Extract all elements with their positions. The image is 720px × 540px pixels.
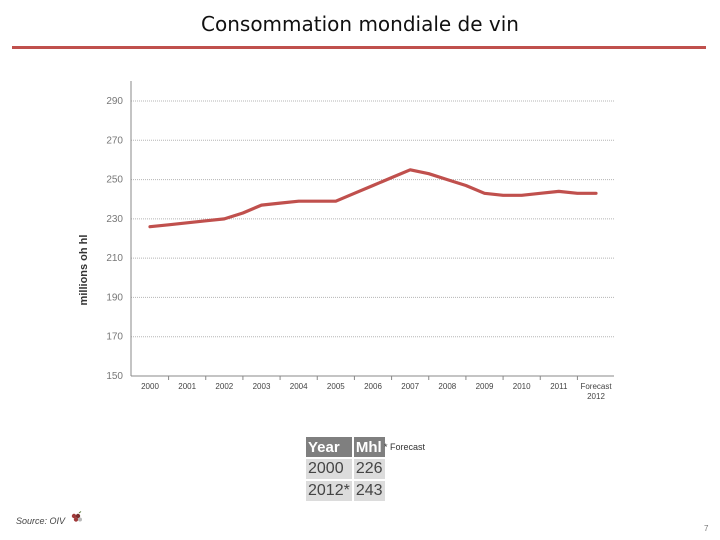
x-tick-label: 2005	[327, 382, 345, 391]
x-tick-label: Forecast 2012	[580, 382, 612, 401]
table-cell-mhl: 243	[353, 481, 385, 501]
summary-table: Year Mhl 2000 226 2012* 243	[304, 435, 387, 503]
table-header-mhl: Mhl	[353, 437, 385, 457]
chart-grid	[131, 100, 614, 377]
x-tick-label: 2011	[550, 382, 568, 391]
y-tick-label: 190	[106, 292, 123, 303]
source-note: Source: OIV	[16, 516, 66, 526]
table-cell-year: 2012*	[306, 481, 352, 501]
chart-series	[148, 168, 598, 229]
consumption-series-line	[148, 168, 598, 229]
y-tick-labels: 290 270 250 230 210 190 170 150	[106, 96, 123, 382]
x-tick-label: 2002	[215, 382, 233, 391]
y-axis-label: millions oh hl	[78, 235, 90, 306]
table-row: 2000 226	[306, 459, 385, 479]
forecast-footnote: * Forecast	[384, 442, 426, 452]
x-tick-label: 2004	[290, 382, 308, 391]
chart-axes	[130, 81, 614, 380]
table-cell-year: 2000	[306, 459, 352, 479]
y-tick-label: 290	[106, 96, 123, 107]
x-tick-label: 2000	[141, 382, 159, 391]
y-tick-label: 250	[106, 175, 123, 186]
x-tick-label: 2010	[513, 382, 531, 391]
y-tick-label: 150	[106, 371, 123, 382]
x-tick-label: 2007	[401, 382, 419, 391]
x-tick-label: 2006	[364, 382, 382, 391]
x-tick-label: 2008	[438, 382, 456, 391]
oiv-grape-logo-icon	[71, 511, 82, 522]
page-number: 7	[704, 524, 709, 533]
y-tick-label: 270	[106, 135, 123, 146]
y-tick-label: 230	[106, 214, 123, 225]
summary-table-header: Year Mhl	[306, 437, 385, 457]
x-tick-labels: 2000 2001 2002 2003 2004 2005 2006 2007 2008 2009…	[141, 382, 612, 401]
table-cell-mhl: 226	[353, 459, 385, 479]
table-header-year: Year	[306, 437, 352, 457]
table-row: 2012* 243	[306, 481, 385, 501]
y-tick-label: 210	[106, 253, 123, 264]
x-tick-label: 2009	[476, 382, 494, 391]
x-tick-label: 2003	[253, 382, 271, 391]
y-tick-label: 170	[106, 332, 123, 343]
title-divider	[12, 46, 706, 49]
slide-title: Consommation mondiale de vin	[201, 12, 519, 36]
x-tick-label: 2001	[178, 382, 196, 391]
